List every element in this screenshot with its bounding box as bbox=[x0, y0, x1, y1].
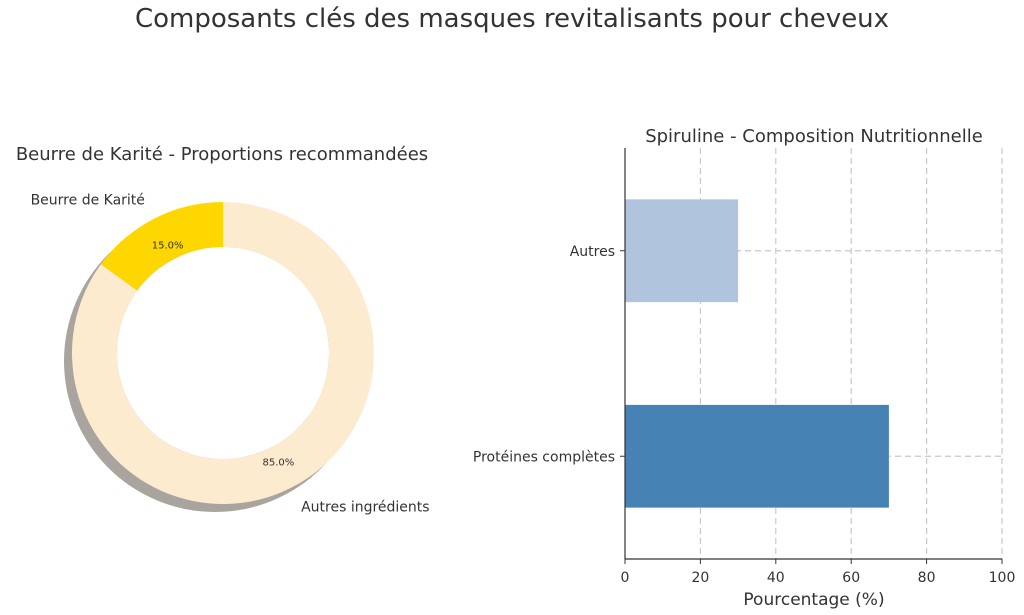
bar-xtick-label: 100 bbox=[989, 570, 1016, 586]
donut-slice-2 bbox=[72, 202, 374, 504]
donut-value-label-1: 15.0% bbox=[152, 240, 184, 251]
main-title: Composants clés des masques revitalisant… bbox=[134, 4, 890, 34]
bar-title: Spiruline - Composition Nutritionnelle bbox=[645, 126, 983, 147]
bar-xtick-label: 0 bbox=[621, 570, 630, 586]
donut-category-label-2: Autres ingrédients bbox=[301, 499, 430, 515]
bar-category-label-2: Autres bbox=[570, 244, 615, 260]
bar-xtick-label: 40 bbox=[767, 570, 785, 586]
donut-category-label-1: Beurre de Karité bbox=[31, 193, 145, 209]
bar-xtick-label: 60 bbox=[842, 570, 860, 586]
bar-xlabel: Pourcentage (%) bbox=[743, 590, 884, 610]
bar-chart: Spiruline - Composition Nutritionnelle P… bbox=[473, 126, 1015, 610]
donut-value-label-2: 85.0% bbox=[262, 458, 294, 469]
bar-xtick-label: 20 bbox=[691, 570, 709, 586]
bar-category-label-1: Protéines complètes bbox=[473, 449, 615, 465]
donut-chart: Beurre de Karité - Proportions recommand… bbox=[16, 144, 430, 515]
bar-1 bbox=[625, 404, 889, 508]
donut-slice-1 bbox=[100, 202, 223, 291]
bar-xtick-label: 80 bbox=[918, 570, 936, 586]
donut-title: Beurre de Karité - Proportions recommand… bbox=[16, 144, 428, 165]
bar-2 bbox=[625, 199, 739, 303]
donut-hole bbox=[117, 247, 329, 459]
